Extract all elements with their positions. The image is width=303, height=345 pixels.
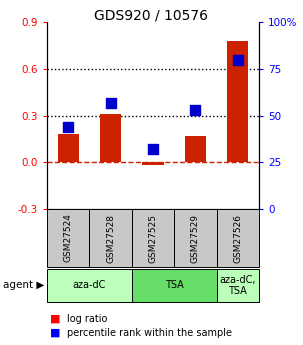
Bar xyxy=(132,209,174,267)
Bar xyxy=(132,269,217,302)
Bar xyxy=(174,209,217,267)
Text: percentile rank within the sample: percentile rank within the sample xyxy=(67,328,232,338)
Text: GSM27525: GSM27525 xyxy=(148,214,158,263)
Text: GSM27528: GSM27528 xyxy=(106,214,115,263)
Text: GSM27529: GSM27529 xyxy=(191,214,200,263)
Point xyxy=(151,146,155,152)
Bar xyxy=(47,269,132,302)
Bar xyxy=(58,134,79,162)
Bar xyxy=(227,41,248,162)
Bar xyxy=(100,114,121,162)
Text: GSM27524: GSM27524 xyxy=(64,214,73,263)
Point xyxy=(235,57,240,62)
Point xyxy=(193,107,198,113)
Bar xyxy=(89,209,132,267)
Text: ■: ■ xyxy=(50,328,61,338)
Bar xyxy=(185,136,206,162)
Bar xyxy=(217,269,259,302)
Text: agent ▶: agent ▶ xyxy=(3,280,45,290)
Bar xyxy=(217,209,259,267)
Text: TSA: TSA xyxy=(165,280,184,290)
Bar xyxy=(47,209,89,267)
Bar xyxy=(142,162,164,165)
Point xyxy=(66,124,71,129)
Text: GSM27526: GSM27526 xyxy=(233,214,242,263)
Text: aza-dC,
TSA: aza-dC, TSA xyxy=(220,275,256,296)
Text: GDS920 / 10576: GDS920 / 10576 xyxy=(95,9,208,23)
Text: ■: ■ xyxy=(50,314,61,324)
Point xyxy=(108,100,113,105)
Text: aza-dC: aza-dC xyxy=(73,280,106,290)
Text: log ratio: log ratio xyxy=(67,314,107,324)
